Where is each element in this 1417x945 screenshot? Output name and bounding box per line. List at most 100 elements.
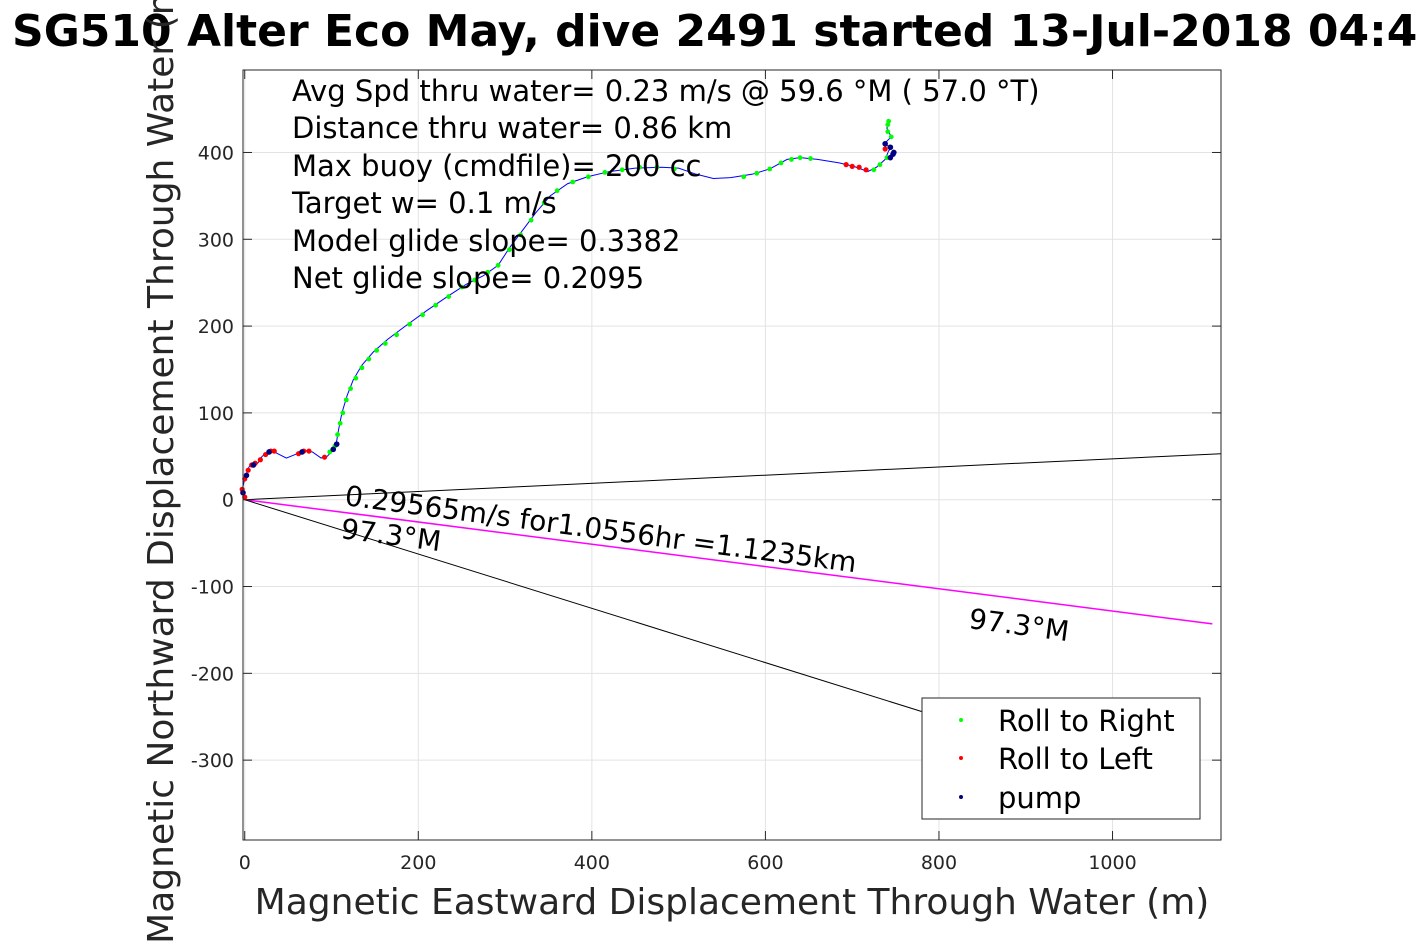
reference-lines: [244, 453, 1222, 712]
roll-right-point: [343, 397, 349, 403]
y-tick-label: -100: [191, 577, 234, 599]
roll-right-point: [374, 347, 380, 353]
roll-right-point: [754, 170, 760, 176]
roll-right-point: [382, 341, 388, 346]
reference-line-upper: [244, 453, 1222, 501]
pump-point: [330, 446, 337, 453]
pump-point: [299, 449, 305, 455]
legend-marker-pump: [959, 795, 963, 799]
roll-right-point: [789, 157, 794, 162]
roll-right-point: [602, 170, 608, 175]
roll-left-point: [271, 448, 277, 454]
roll-right-point: [335, 432, 340, 437]
roll-right-point: [420, 312, 426, 318]
roll-right-point: [619, 167, 625, 173]
roll-right-point: [340, 410, 346, 416]
roll-right-point: [541, 200, 547, 206]
legend-marker-roll-right: [959, 718, 963, 722]
roll-right-point: [654, 164, 660, 170]
series-group: [239, 118, 897, 500]
legend-label-pump: pump: [998, 781, 1081, 815]
y-tick-label: 300: [198, 229, 234, 251]
roll-right-point: [366, 356, 372, 362]
x-axis-label: Magnetic Eastward Displacement Through W…: [255, 882, 1210, 923]
roll-right-point: [877, 162, 883, 168]
pump-point: [333, 441, 340, 447]
x-tick-label: 800: [921, 852, 957, 874]
roll-right-point: [353, 375, 359, 381]
x-tick-label: 0: [239, 852, 251, 874]
legend-label-roll-left: Roll to Left: [998, 742, 1153, 776]
y-tick-label: 0: [222, 490, 234, 512]
roll-left-point: [321, 454, 328, 460]
roll-right-point: [485, 269, 491, 275]
x-tick-label: 400: [574, 852, 610, 874]
heading-annotation-far: 97.3°M: [967, 602, 1071, 648]
roll-right-point: [797, 155, 803, 161]
stats-block: Avg Spd thru water= 0.23 m/s @ 59.6 °M (…: [291, 74, 1040, 295]
roll-left-point: [245, 467, 251, 473]
roll-right-point: [886, 118, 892, 124]
stat-net-glide-slope: Net glide slope= 0.2095: [292, 261, 644, 295]
roll-right-point: [433, 302, 439, 308]
legend-marker-roll-left: [959, 756, 963, 760]
roll-right-point: [554, 188, 560, 194]
pump-point: [890, 151, 896, 158]
roll-right-point: [871, 167, 877, 173]
roll-right-point: [885, 129, 891, 135]
y-tick-label: 400: [198, 142, 234, 164]
x-tick-label: 1000: [1088, 852, 1136, 874]
roll-right-point: [808, 156, 813, 161]
x-tick-label: 600: [747, 852, 783, 874]
stat-distance: Distance thru water= 0.86 km: [292, 111, 732, 145]
roll-right-point: [507, 247, 512, 253]
roll-right-point: [528, 217, 534, 223]
legend: Roll to Right Roll to Left pump: [921, 697, 1201, 820]
roll-right-point: [518, 232, 524, 238]
roll-right-point: [637, 164, 642, 170]
pump-series: [240, 140, 897, 496]
roll-left-point: [306, 448, 312, 454]
pump-point: [250, 462, 257, 468]
roll-left-point: [882, 146, 888, 152]
y-tick-label: 200: [198, 316, 234, 338]
roll-right-point: [407, 321, 413, 327]
roll-right-point: [767, 166, 773, 172]
legend-box: [921, 697, 1201, 820]
roll-right-point: [888, 134, 894, 140]
pump-point: [882, 140, 888, 147]
roll-right-series: [327, 118, 894, 455]
roll-right-point: [459, 284, 465, 290]
roll-right-point: [337, 420, 343, 426]
pump-point: [887, 144, 894, 151]
reference-line-lower: [244, 499, 922, 712]
stat-max-buoy: Max buoy (cmdfile)= 200 cc: [292, 149, 701, 183]
roll-right-point: [778, 160, 784, 166]
y-tick-label: -300: [191, 750, 234, 772]
pump-point: [266, 449, 272, 455]
y-tick-label: 100: [198, 403, 234, 425]
roll-right-point: [671, 166, 677, 172]
roll-left-point: [257, 457, 263, 463]
roll-right-point: [446, 294, 452, 299]
roll-left-point: [856, 164, 862, 170]
roll-left-point: [863, 167, 869, 173]
stat-avg-speed: Avg Spd thru water= 0.23 m/s @ 59.6 °M (…: [292, 74, 1040, 108]
plot-frame: [242, 69, 1222, 841]
y-tick-label: -200: [191, 663, 234, 685]
stat-model-glide-slope: Model glide slope= 0.3382: [292, 224, 680, 258]
roll-right-point: [741, 174, 747, 180]
roll-left-point: [849, 163, 855, 169]
chart-title: SG510 Alter Eco May, dive 2491 started 1…: [12, 6, 1417, 57]
roll-right-point: [348, 386, 354, 391]
roll-right-point: [585, 174, 591, 180]
x-tick-label: 200: [400, 852, 436, 874]
axis-ticks: 0 200 400 600 800 1000 -300 -200 -100 0 100 200 300 4…: [191, 70, 1221, 874]
roll-right-point: [359, 365, 365, 371]
roll-right-point: [570, 179, 576, 185]
stat-target-w: Target w= 0.1 m/s: [291, 186, 557, 220]
y-axis-label: Magnetic Northward Displacement Through …: [141, 0, 182, 944]
pump-point: [243, 472, 250, 479]
net-displacement-line: [244, 498, 1213, 625]
